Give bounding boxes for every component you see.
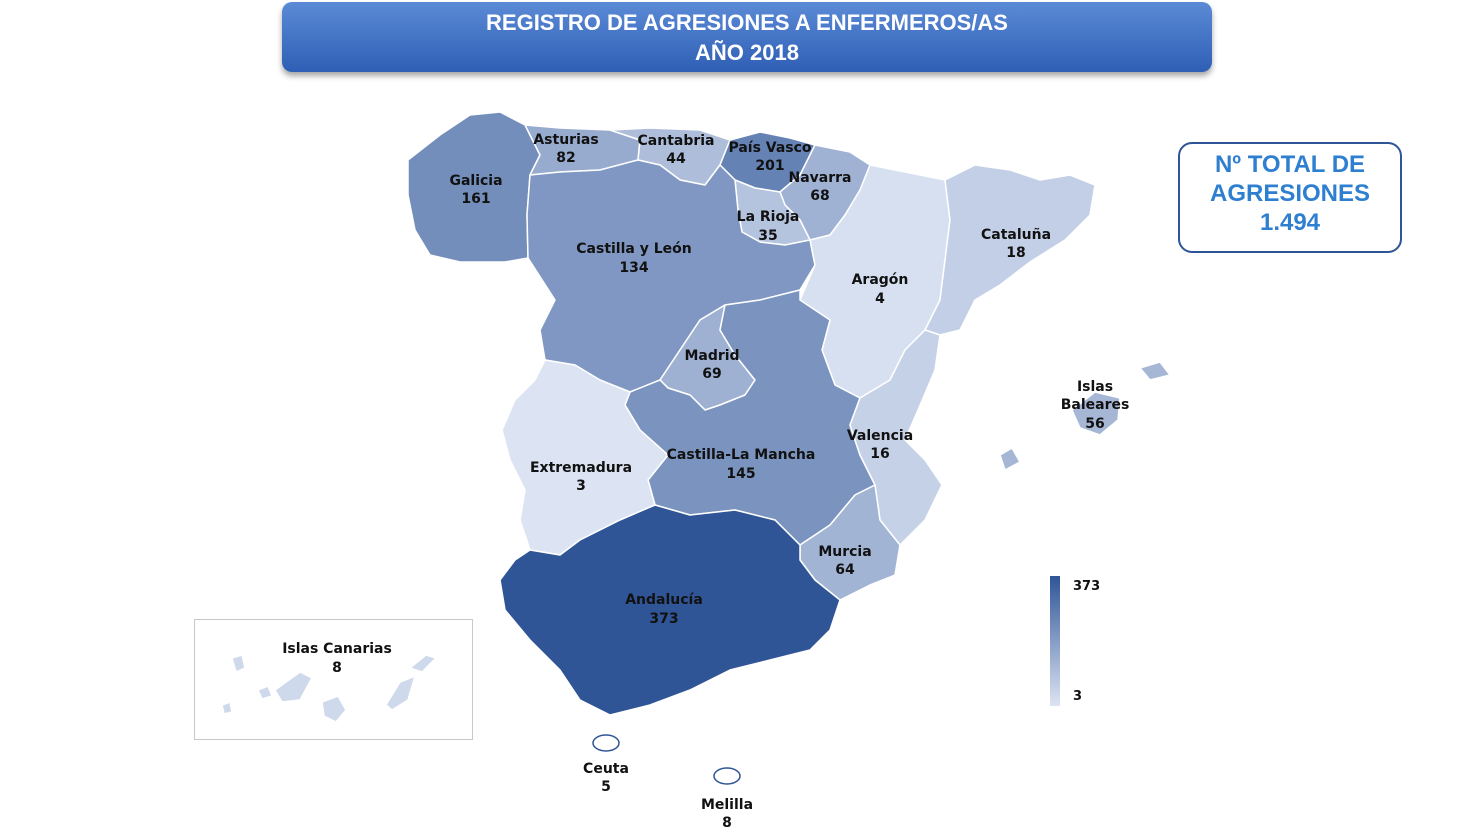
region-cataluna[interactable] xyxy=(924,164,1096,336)
label-navarra: Navarra 68 xyxy=(789,170,852,204)
legend-min-label: 3 xyxy=(1073,689,1083,704)
region-valencia[interactable] xyxy=(849,329,943,546)
label-melilla: Melilla 8 xyxy=(701,797,753,828)
total-value: 1.494 xyxy=(1259,209,1321,236)
label-la-rioja: La Rioja 35 xyxy=(737,209,800,244)
region-melilla[interactable] xyxy=(713,767,741,785)
label-ceuta: Ceuta 5 xyxy=(583,761,629,795)
label-castilla-la-mancha: Castilla-La Mancha 145 xyxy=(667,447,816,482)
label-murcia: Murcia 64 xyxy=(818,544,871,578)
legend-max-label: 373 xyxy=(1073,579,1101,594)
region-castilla-y-leon[interactable] xyxy=(526,159,816,393)
label-aragon: Aragón 4 xyxy=(852,272,909,307)
total-label-line-1: Nº TOTAL DE xyxy=(1214,151,1366,178)
label-cataluna: Cataluña 18 xyxy=(981,227,1051,261)
region-islas-baleares[interactable] xyxy=(999,361,1171,471)
label-galicia: Galicia 161 xyxy=(449,173,502,207)
region-andalucia[interactable] xyxy=(499,504,841,716)
label-pais-vasco: País Vasco 201 xyxy=(728,140,811,174)
label-castilla-y-leon: Castilla y León 134 xyxy=(576,241,691,276)
region-murcia[interactable] xyxy=(799,484,901,601)
label-cantabria: Cantabria 44 xyxy=(638,133,715,167)
canary-islands-inset xyxy=(194,619,473,740)
title-line-2: AÑO 2018 xyxy=(695,40,799,65)
title-banner: REGISTRO DE AGRESIONES A ENFERMEROS/AS A… xyxy=(282,2,1212,72)
label-madrid: Madrid 69 xyxy=(684,348,739,382)
label-islas-canarias: Islas Canarias 8 xyxy=(282,641,392,676)
total-box: Nº TOTAL DE AGRESIONES 1.494 xyxy=(1178,142,1402,253)
region-ceuta[interactable] xyxy=(592,734,620,752)
label-extremadura: Extremadura 3 xyxy=(530,460,632,494)
title-line-1: REGISTRO DE AGRESIONES A ENFERMEROS/AS xyxy=(486,10,1008,35)
label-islas-baleares: Islas Baleares 56 xyxy=(1061,379,1130,432)
label-valencia: Valencia 16 xyxy=(847,428,913,462)
label-andalucia: Andalucía 373 xyxy=(625,592,703,627)
color-scale-bar xyxy=(1050,576,1060,706)
region-islas-canarias[interactable] xyxy=(221,654,437,723)
region-labels: Galicia 161 Asturias 82 Cantabria 44 País V… xyxy=(282,132,1129,828)
total-label-line-2: AGRESIONES xyxy=(1209,180,1371,207)
label-asturias: Asturias 82 xyxy=(533,132,598,166)
